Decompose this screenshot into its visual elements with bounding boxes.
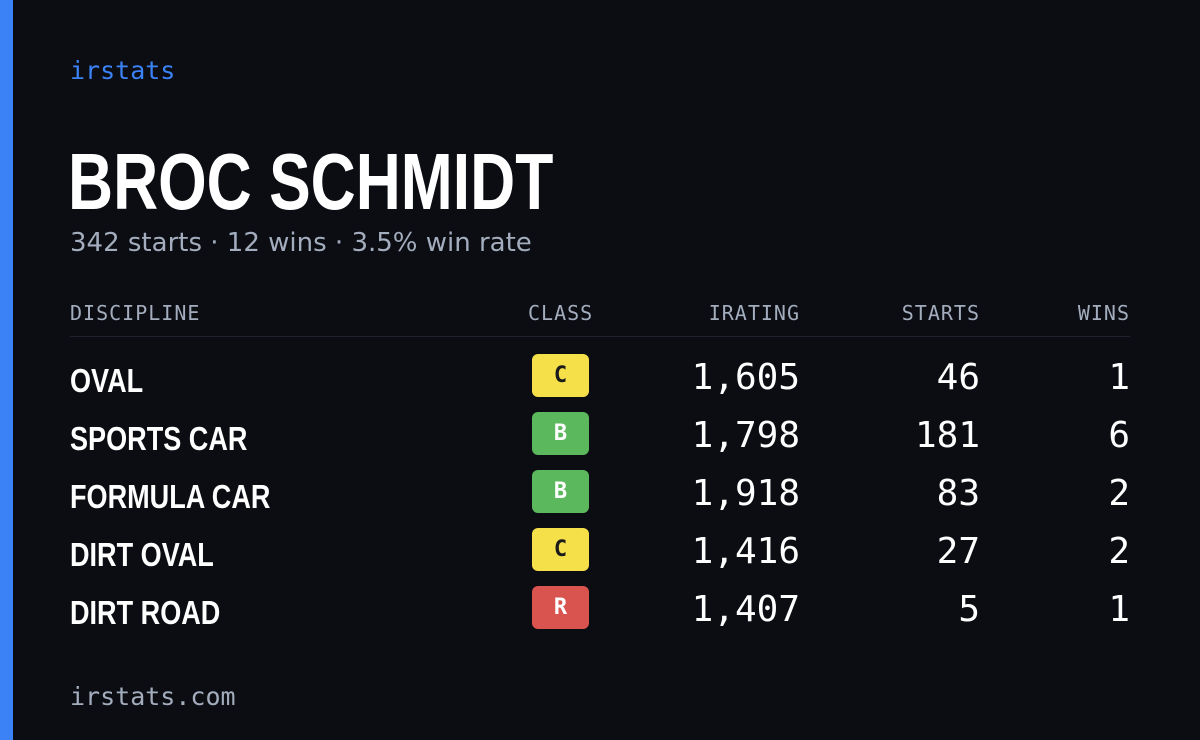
discipline-name: SPORTS CAR — [70, 420, 248, 457]
discipline-name: DIRT OVAL — [70, 536, 214, 573]
class-badge: R — [532, 586, 589, 629]
table-row: FORMULA CAR B 1,918 83 2 — [0, 470, 1200, 528]
footer-url: irstats.com — [70, 682, 236, 711]
wins-value: 1 — [1108, 357, 1130, 398]
starts-value: 83 — [936, 473, 980, 514]
header-starts: STARTS — [901, 301, 980, 325]
table-row: DIRT ROAD R 1,407 5 1 — [0, 586, 1200, 644]
starts-value: 46 — [936, 357, 980, 398]
wins-value: 6 — [1108, 415, 1130, 456]
brand-logo: irstats — [70, 56, 176, 85]
class-badge: C — [532, 354, 589, 397]
irating-value: 1,605 — [691, 357, 800, 398]
driver-summary: 342 starts · 12 wins · 3.5% win rate — [70, 228, 532, 258]
irating-value: 1,798 — [691, 415, 800, 456]
starts-value: 27 — [936, 531, 980, 572]
header-class: CLASS — [528, 301, 594, 325]
class-badge: B — [532, 470, 589, 513]
class-badge: B — [532, 412, 589, 455]
driver-name: BROC SCHMIDT — [68, 137, 554, 226]
header-discipline: DISCIPLINE — [70, 301, 201, 325]
starts-value: 181 — [914, 415, 980, 456]
irating-value: 1,407 — [691, 589, 800, 630]
header-divider — [70, 336, 1130, 337]
wins-value: 2 — [1108, 473, 1130, 514]
table-row: DIRT OVAL C 1,416 27 2 — [0, 528, 1200, 586]
irating-value: 1,918 — [691, 473, 800, 514]
table-row: OVAL C 1,605 46 1 — [0, 354, 1200, 412]
discipline-name: DIRT ROAD — [70, 594, 221, 631]
discipline-name: FORMULA CAR — [70, 478, 271, 515]
wins-value: 2 — [1108, 531, 1130, 572]
accent-bar — [0, 0, 13, 740]
starts-value: 5 — [958, 589, 980, 630]
discipline-name: OVAL — [70, 362, 144, 399]
header-wins: WINS — [1077, 301, 1130, 325]
header-irating: IRATING — [708, 301, 800, 325]
wins-value: 1 — [1108, 589, 1130, 630]
class-badge: C — [532, 528, 589, 571]
table-row: SPORTS CAR B 1,798 181 6 — [0, 412, 1200, 470]
irating-value: 1,416 — [691, 531, 800, 572]
